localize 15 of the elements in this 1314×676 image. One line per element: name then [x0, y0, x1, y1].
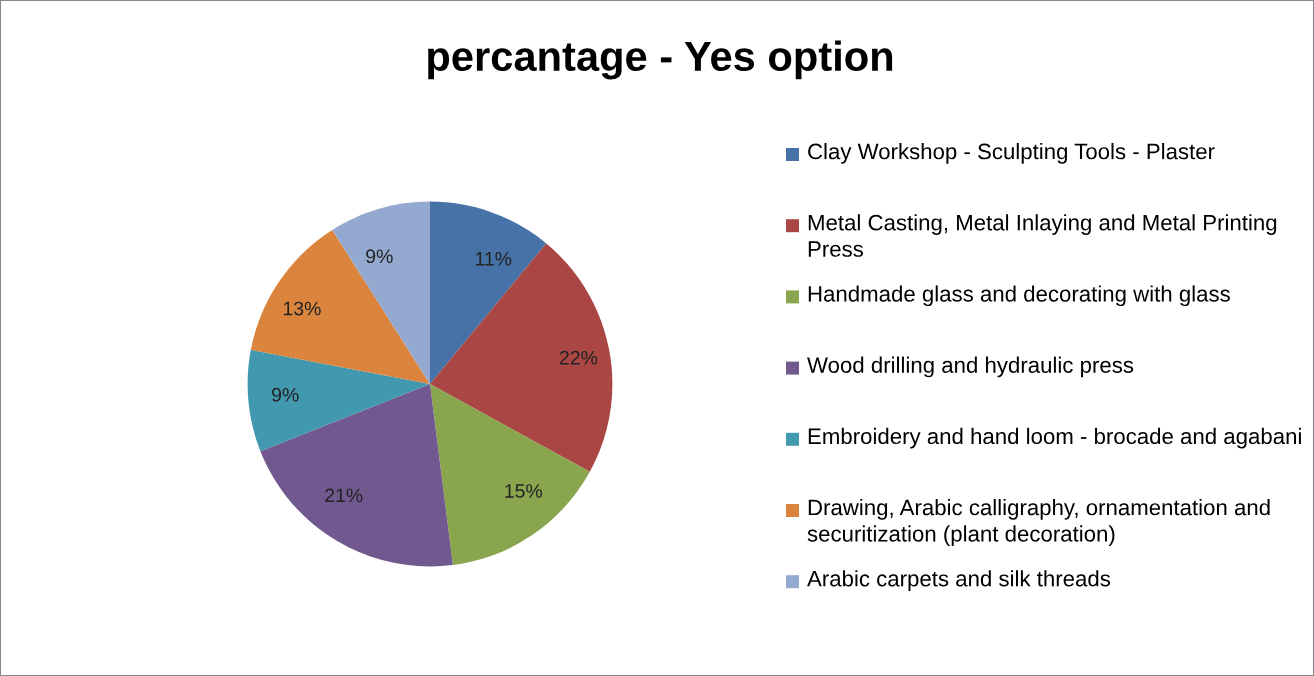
- legend-label: Metal Casting, Metal Inlaying and Metal Printing Press: [808, 214, 1277, 257]
- legend-label: Wood drilling and hydraulic press: [807, 356, 1134, 378]
- legend-label: Handmade glass and decorating with glass: [808, 285, 1230, 307]
- data-label: 13%: [283, 301, 321, 316]
- legend-label: Clay Workshop - Sculpting Tools - Plaster: [808, 143, 1215, 164]
- data-label: 22%: [559, 350, 598, 365]
- legend-label: Arabic carpets and silk threads: [807, 570, 1111, 591]
- legend-label: Drawing, Arabic calligraphy, ornamentation and securitization (plant decoration): [807, 499, 1270, 547]
- data-label: 9%: [366, 249, 393, 264]
- chart-title: percantage - Yes option: [428, 40, 893, 80]
- data-label: 15%: [505, 484, 543, 498]
- legend-label: Embroidery and hand loom - brocade and agabani: [808, 427, 1301, 449]
- data-label: 11%: [475, 251, 512, 266]
- data-label: 21%: [325, 488, 363, 503]
- data-label: 9%: [272, 387, 299, 402]
